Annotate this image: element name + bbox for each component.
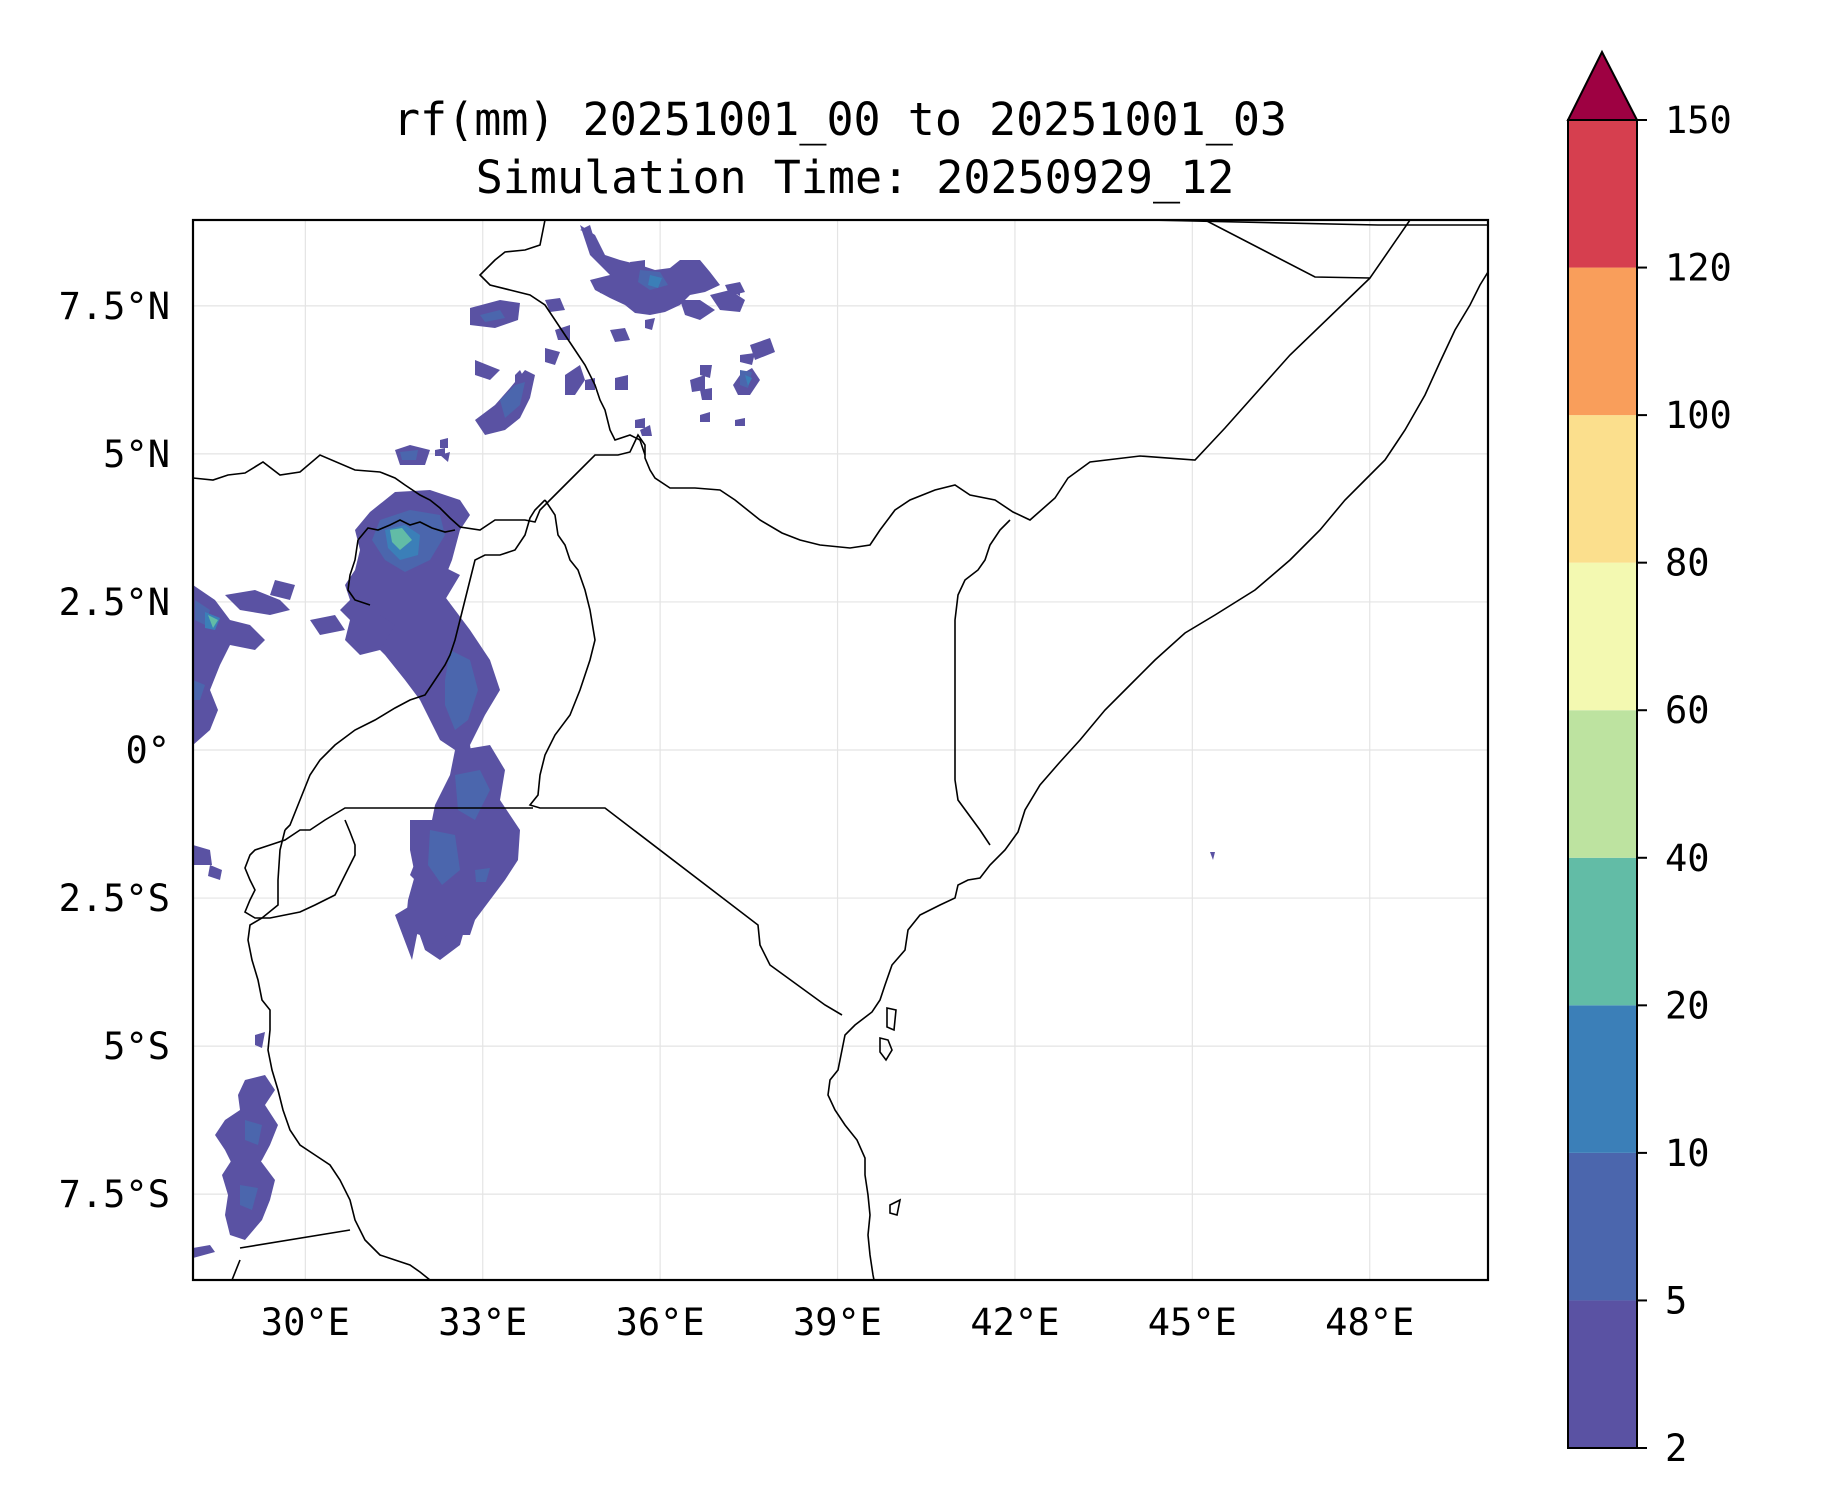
colorbar-extend-triangle xyxy=(1568,52,1637,120)
colorbar-ticks: 2 5 10 20 40 60 80 100 120 150 xyxy=(1637,99,1732,1470)
colorbar-tick-label: 100 xyxy=(1665,394,1732,437)
rain-cell xyxy=(635,418,645,428)
rain-cell xyxy=(585,378,595,390)
rain-class-10-20 xyxy=(205,275,752,630)
colorbar-segment xyxy=(1568,563,1637,711)
rain-cell xyxy=(700,412,710,422)
colorbar-segment xyxy=(1568,268,1637,416)
title-line-2: Simulation Time: 20250929_12 xyxy=(476,151,1235,204)
colorbar-tick-label: 40 xyxy=(1665,837,1710,880)
y-tick-label: 5°N xyxy=(103,433,170,476)
borders-and-coastlines xyxy=(193,220,1488,1285)
gridlines xyxy=(193,220,1488,1280)
title-line-1: rf(mm) 20251001_00 to 20251001_03 xyxy=(393,93,1287,146)
colorbar-tick-label: 120 xyxy=(1665,247,1732,290)
y-tick-label: 7.5°N xyxy=(59,285,170,328)
rain-cell xyxy=(740,353,755,365)
coastline xyxy=(828,272,1488,1285)
colorbar-segment xyxy=(1568,1300,1637,1448)
border xyxy=(530,500,842,1015)
rainfall-map-figure: rf(mm) 20251001_00 to 20251001_03 Simula… xyxy=(0,0,1833,1500)
rainfall-fields xyxy=(193,225,1215,1258)
x-tick-label: 45°E xyxy=(1148,1301,1237,1344)
colorbar-segment xyxy=(1568,1005,1637,1153)
rain-cell xyxy=(645,318,655,330)
y-tick-label: 2.5°N xyxy=(59,581,170,624)
border xyxy=(955,520,1010,845)
border xyxy=(193,278,1370,548)
border xyxy=(1205,220,1410,278)
colorbar: 2 5 10 20 40 60 80 100 120 150 xyxy=(1568,52,1732,1470)
rain-cell xyxy=(630,260,645,272)
rain-cell xyxy=(475,360,500,380)
colorbar-tick-label: 5 xyxy=(1665,1279,1687,1322)
island-zanzibar xyxy=(880,1038,892,1060)
border xyxy=(240,1230,350,1248)
colorbar-tick-label: 2 xyxy=(1665,1427,1687,1470)
y-tick-label: 5°S xyxy=(103,1025,170,1068)
colorbar-segment xyxy=(1568,120,1637,268)
y-tick-label: 2.5°S xyxy=(59,877,170,920)
colorbar-tick-label: 10 xyxy=(1665,1132,1710,1175)
colorbar-tick-label: 80 xyxy=(1665,542,1710,585)
rain-cell xyxy=(680,300,715,320)
y-tick-label: 7.5°S xyxy=(59,1173,170,1216)
rain-cell xyxy=(270,580,295,600)
island-mafia xyxy=(890,1200,900,1215)
rain-cell xyxy=(735,418,745,426)
x-axis-ticks: 30°E 33°E 36°E 39°E 42°E 45°E 48°E xyxy=(261,1301,1414,1344)
rain-cell xyxy=(545,348,560,365)
border xyxy=(232,1260,240,1280)
x-tick-label: 36°E xyxy=(616,1301,705,1344)
colorbar-segment xyxy=(1568,415,1637,563)
rain-cell xyxy=(615,375,628,390)
rain-cell xyxy=(700,365,712,378)
colorbar-segments xyxy=(1568,120,1637,1448)
colorbar-segment xyxy=(1568,858,1637,1006)
colorbar-segment xyxy=(1568,1153,1637,1301)
rain-cell xyxy=(310,615,345,635)
colorbar-segment xyxy=(1568,710,1637,858)
rain-cell xyxy=(610,328,630,342)
colorbar-tick-label: 60 xyxy=(1665,689,1710,732)
x-tick-label: 39°E xyxy=(793,1301,882,1344)
colorbar-tick-label: 20 xyxy=(1665,984,1710,1027)
rain-cell xyxy=(700,388,712,400)
map-axes: 30°E 33°E 36°E 39°E 42°E 45°E 48°E 7.5°N 5°N 2.5… xyxy=(59,220,1488,1344)
rain-cell xyxy=(440,438,448,448)
rain-cell xyxy=(193,845,212,865)
x-tick-label: 30°E xyxy=(261,1301,350,1344)
rain-class-2-5 xyxy=(193,225,1215,1258)
x-tick-label: 42°E xyxy=(970,1301,1059,1344)
rain-cell xyxy=(565,365,585,395)
rain-cell xyxy=(208,865,222,880)
rain-cell xyxy=(1210,852,1215,860)
y-tick-label: 0° xyxy=(125,729,170,772)
colorbar-tick-label: 150 xyxy=(1665,99,1732,142)
x-tick-label: 48°E xyxy=(1325,1301,1414,1344)
y-axis-ticks: 7.5°N 5°N 2.5°N 0° 2.5°S 5°S 7.5°S xyxy=(59,285,170,1216)
x-tick-label: 33°E xyxy=(438,1301,527,1344)
rain-cell xyxy=(193,1245,215,1258)
island-pemba xyxy=(887,1008,896,1030)
